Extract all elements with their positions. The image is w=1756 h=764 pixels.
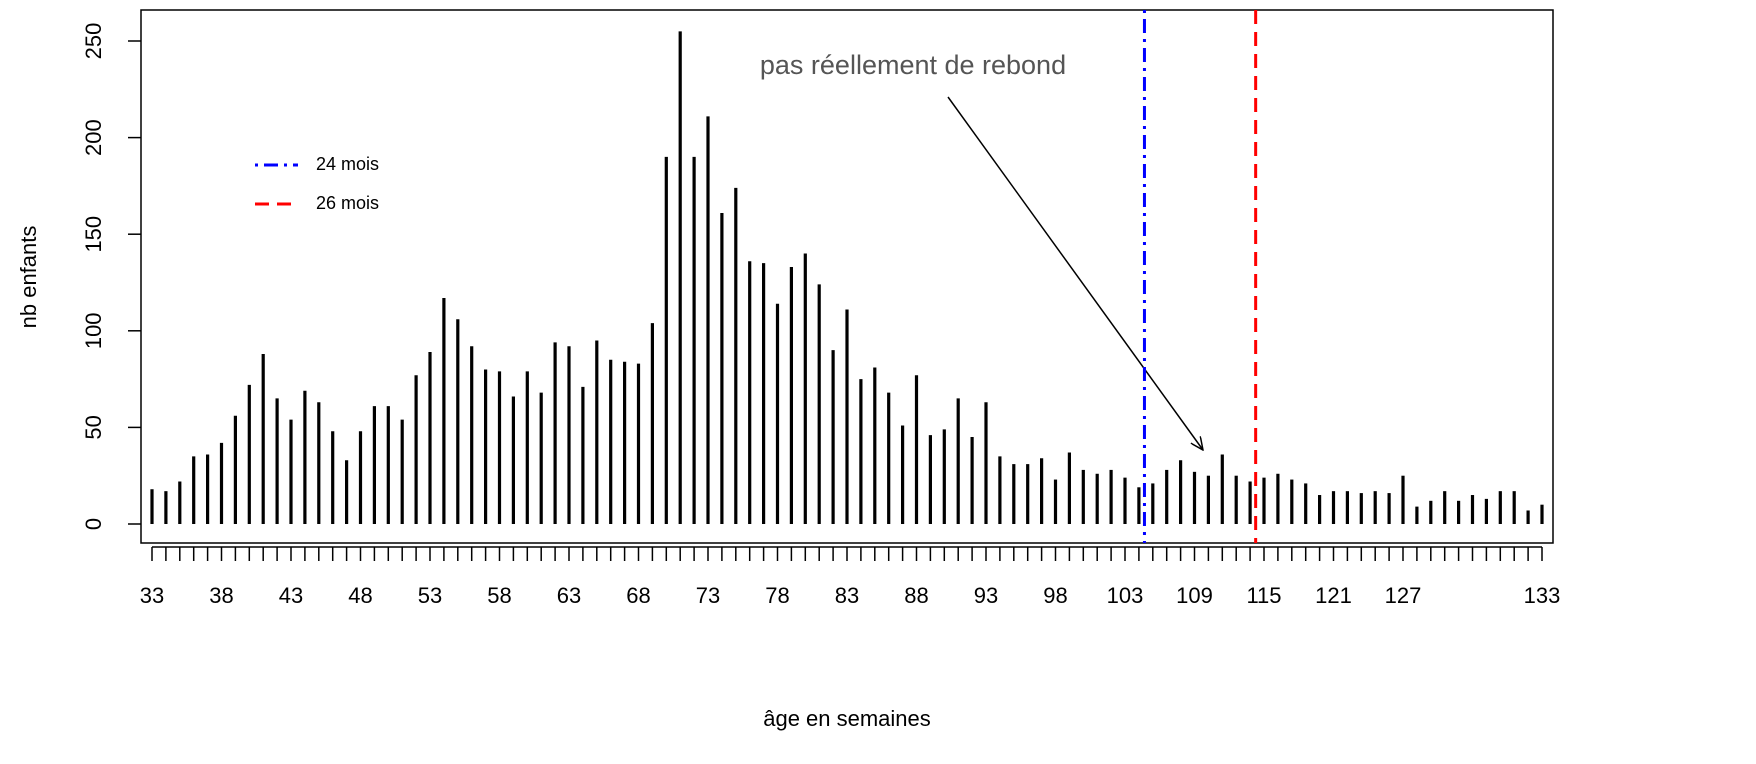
x-tick-label: 38	[209, 583, 233, 608]
legend-label: 24 mois	[316, 154, 379, 174]
x-tick-label: 48	[348, 583, 372, 608]
x-tick-label: 43	[279, 583, 303, 608]
x-axis-title: âge en semaines	[763, 706, 931, 731]
x-tick-label: 103	[1107, 583, 1144, 608]
x-tick-label: 63	[557, 583, 581, 608]
x-tick-label: 78	[765, 583, 789, 608]
annotation-arrow	[947, 96, 1203, 450]
x-tick-label: 83	[835, 583, 859, 608]
x-tick-label: 133	[1524, 583, 1561, 608]
y-tick-label: 200	[81, 119, 106, 156]
x-tick-label: 58	[487, 583, 511, 608]
x-tick-label: 109	[1176, 583, 1213, 608]
x-tick-label: 53	[418, 583, 442, 608]
x-tick-label: 127	[1385, 583, 1422, 608]
legend-label: 26 mois	[316, 193, 379, 213]
x-tick-label: 93	[974, 583, 998, 608]
plot-frame	[140, 9, 1554, 544]
x-tick-label: 121	[1315, 583, 1352, 608]
y-tick-label: 50	[81, 415, 106, 439]
y-tick-label: 250	[81, 23, 106, 60]
y-axis-title: nb enfants	[16, 226, 41, 329]
annotation: pas réellement de rebond	[760, 50, 1066, 80]
y-tick-label: 0	[81, 518, 106, 530]
x-tick-label: 33	[140, 583, 164, 608]
x-tick-label: 115	[1246, 583, 1281, 608]
y-tick-label: 150	[81, 216, 106, 253]
x-tick-label: 73	[696, 583, 720, 608]
x-tick-label: 98	[1043, 583, 1067, 608]
x-tick-label: 68	[626, 583, 650, 608]
x-tick-label: 88	[904, 583, 928, 608]
y-tick-label: 100	[81, 312, 106, 349]
